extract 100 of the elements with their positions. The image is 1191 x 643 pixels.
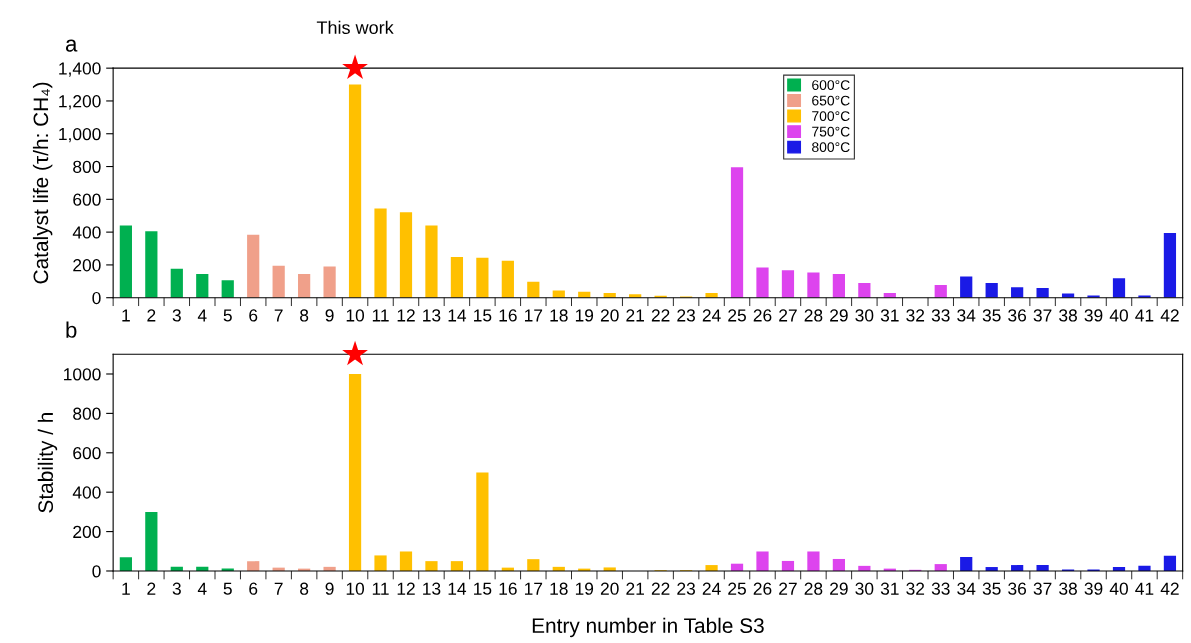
x-tick-label: 4	[197, 582, 207, 595]
x-tick-label: 31	[880, 309, 899, 322]
x-tick-label: 3	[172, 309, 181, 322]
x-tick-label: 25	[728, 582, 746, 595]
x-tick-label: 32	[906, 582, 925, 595]
y-tick-label: 0	[92, 291, 101, 305]
x-tick-label: 13	[423, 582, 441, 595]
x-tick-label: 26	[753, 582, 772, 595]
y-tick-label: 600	[73, 193, 101, 206]
x-tick-label: 13	[423, 309, 441, 322]
x-tick-label: 34	[957, 309, 976, 322]
chart-title: b	[66, 321, 77, 338]
x-tick-label: 18	[550, 309, 568, 322]
x-tick-label: 17	[524, 582, 543, 595]
x-tick-label: 23	[677, 582, 695, 595]
x-tick-label: 6	[249, 309, 258, 322]
x-tick-label: 36	[1008, 582, 1027, 595]
x-tick-label: 39	[1084, 582, 1103, 595]
x-tick-label: 12	[397, 309, 415, 322]
x-tick-label: 4	[197, 309, 207, 322]
x-tick-label: 37	[1033, 309, 1052, 322]
x-tick-label: 32	[906, 309, 925, 322]
y-tick-label: 400	[72, 226, 101, 239]
x-tick-label: 42	[1160, 309, 1179, 322]
x-tick-label: 1	[122, 582, 130, 595]
x-tick-label: 33	[931, 309, 950, 322]
x-tick-label: 2	[147, 582, 156, 595]
x-tick-label: 18	[550, 582, 568, 595]
x-tick-label: 30	[855, 582, 874, 595]
x-tick-label: 36	[1008, 309, 1027, 322]
x-tick-label: 14	[448, 309, 467, 322]
x-tick-label: 1	[122, 309, 130, 322]
x-tick-label: 21	[626, 309, 644, 322]
y-tick-label: 1,000	[59, 127, 101, 143]
x-tick-label: 5	[223, 582, 232, 595]
y-tick-label: 1000	[64, 368, 101, 381]
x-tick-label: 7	[274, 582, 283, 595]
x-tick-label: 31	[880, 582, 899, 595]
x-tick-label: 11	[372, 309, 389, 322]
x-tick-label: 33	[931, 582, 950, 595]
y-tick-label: 800	[73, 160, 101, 173]
x-tick-label: 35	[982, 309, 1001, 322]
x-tick-label: 26	[753, 309, 772, 322]
x-tick-label: 8	[300, 582, 309, 595]
x-tick-label: 38	[1059, 582, 1077, 595]
legend-label: 750°C	[812, 126, 850, 137]
chart-title: a	[65, 39, 78, 52]
y-tick-label: 200	[73, 525, 101, 539]
y-tick-label: 600	[73, 446, 101, 460]
x-tick-label: 16	[499, 309, 517, 322]
x-tick-label: 7	[274, 309, 283, 322]
x-tick-label: 39	[1084, 309, 1103, 322]
x-tick-label: 9	[325, 582, 334, 595]
x-tick-label: 29	[830, 309, 848, 322]
y-tick-label: 0	[92, 565, 101, 578]
x-tick-label: 37	[1033, 582, 1052, 595]
x-tick-label: 3	[172, 582, 181, 595]
x-tick-label: 34	[957, 582, 976, 595]
x-tick-label: 5	[223, 309, 232, 322]
x-tick-label: 11	[372, 582, 389, 595]
y-tick-label: 1,200	[59, 95, 101, 110]
legend-label: 650°C	[812, 95, 850, 106]
x-tick-label: 15	[474, 309, 492, 322]
x-tick-label: 19	[575, 309, 594, 322]
x-tick-label: 9	[325, 309, 334, 322]
x-tick-label: 10	[346, 582, 365, 595]
x-tick-label: 27	[779, 582, 797, 595]
x-tick-label: 6	[249, 582, 258, 595]
x-tick-label: 16	[499, 582, 517, 595]
x-tick-label: 2	[147, 309, 156, 322]
x-tick-label: 19	[575, 582, 594, 595]
x-tick-label: 21	[626, 582, 644, 595]
y-tick-label: 800	[73, 407, 101, 420]
x-tick-label: 40	[1109, 582, 1128, 595]
y-tick-label: 200	[73, 259, 101, 272]
x-tick-label: 38	[1059, 309, 1077, 322]
legend-label: 700°C	[812, 111, 850, 121]
x-tick-label: 28	[804, 309, 823, 322]
y-tick-label: 400	[72, 486, 101, 499]
x-tick-label: 40	[1109, 309, 1128, 322]
y-axis-title: Stability / h	[37, 413, 58, 513]
x-tick-label: 17	[524, 309, 543, 322]
x-tick-label: 29	[830, 582, 848, 595]
x-tick-label: 42	[1160, 582, 1179, 595]
x-tick-label: 30	[855, 309, 874, 322]
legend-label: 600°C	[812, 80, 850, 90]
x-tick-label: 41	[1135, 309, 1154, 322]
x-tick-label: 20	[600, 309, 619, 322]
x-tick-label: 24	[702, 309, 721, 322]
x-tick-label: 22	[651, 582, 670, 595]
x-tick-label: 24	[702, 582, 721, 595]
x-tick-label: 35	[982, 582, 1001, 595]
x-tick-label: 20	[600, 582, 619, 595]
x-tick-label: 10	[346, 309, 365, 322]
x-tick-label: 41	[1135, 582, 1154, 595]
legend-label: 800°C	[812, 142, 850, 153]
x-tick-label: 27	[779, 309, 797, 322]
x-tick-label: 22	[651, 309, 670, 322]
x-tick-label: 25	[728, 309, 746, 322]
x-tick-label: 15	[474, 582, 492, 595]
